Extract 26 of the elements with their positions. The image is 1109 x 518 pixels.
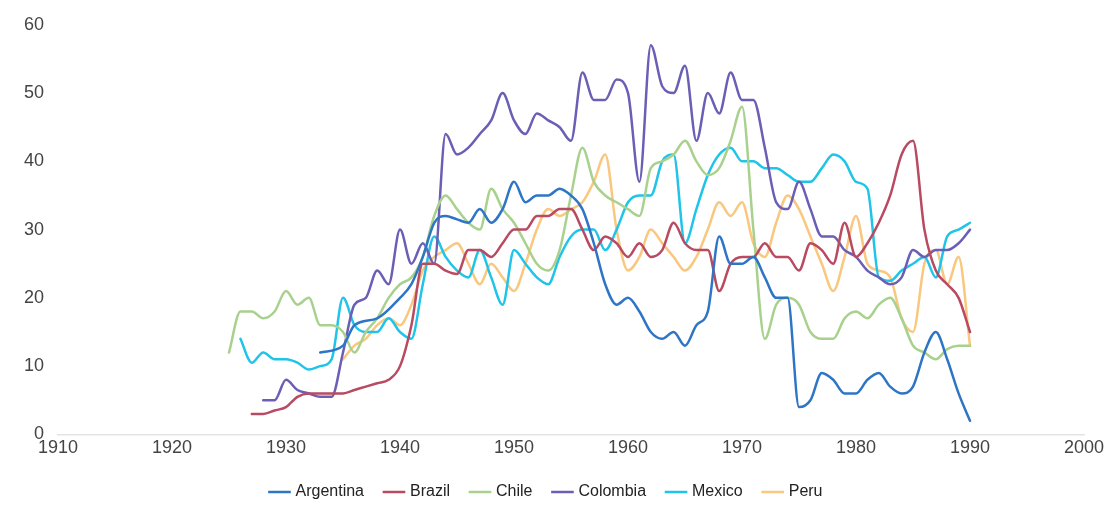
line-series [261, 44, 972, 402]
y-tick-label: 40 [23, 150, 45, 171]
x-tick-label: 1930 [265, 437, 307, 458]
x-tick-label: 1950 [493, 437, 535, 458]
legend-label: Colombia [578, 482, 647, 500]
line-series [318, 180, 972, 422]
legend-label: Chile [495, 482, 533, 500]
line-series [250, 139, 972, 416]
legend-label: Peru [788, 482, 823, 500]
y-tick-label: 30 [23, 218, 45, 239]
y-tick-label: 20 [23, 286, 45, 307]
legend-label: Argentina [295, 482, 365, 500]
x-tick-label: 1960 [607, 437, 649, 458]
x-tick-label: 2000 [1063, 437, 1105, 458]
x-tick-label: 1970 [721, 437, 763, 458]
legend-label: Mexico [692, 482, 743, 500]
legend-label: Brazil [409, 482, 450, 500]
line-series [227, 105, 972, 361]
y-tick-label: 10 [23, 355, 45, 376]
x-tick-label: 1980 [835, 437, 877, 458]
x-tick-label: 1940 [379, 437, 421, 458]
line-series [239, 146, 972, 371]
y-tick-label: 60 [23, 13, 45, 34]
x-tick-label: 1920 [152, 437, 193, 458]
y-tick-label: 50 [23, 82, 45, 103]
x-tick-label: 1990 [949, 437, 991, 458]
